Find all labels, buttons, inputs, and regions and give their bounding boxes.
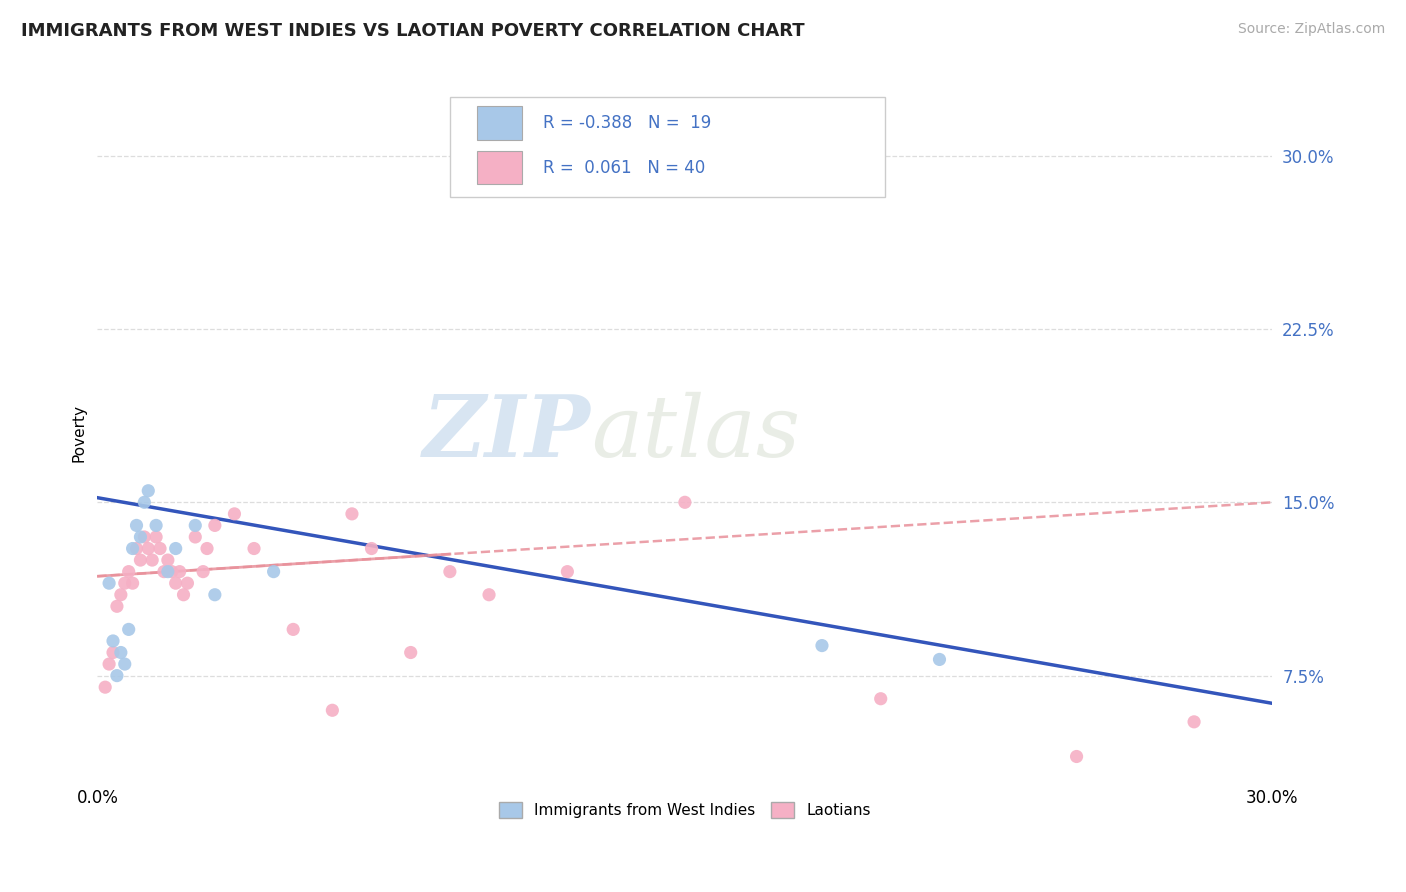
Text: atlas: atlas [591, 392, 800, 475]
Point [105, 599, 128, 614]
Point [149, 541, 172, 556]
Point [869, 691, 891, 706]
Point [224, 507, 246, 521]
Point [283, 623, 305, 637]
Point [134, 530, 156, 544]
Text: Source: ZipAtlas.com: Source: ZipAtlas.com [1237, 22, 1385, 37]
Point [118, 565, 141, 579]
Point [195, 541, 218, 556]
Point [204, 588, 226, 602]
Point [169, 565, 191, 579]
Point [110, 588, 132, 602]
Point [134, 495, 156, 509]
Point [114, 657, 136, 671]
Point [340, 507, 363, 521]
Point [321, 703, 343, 717]
Point [184, 530, 207, 544]
Point [156, 565, 179, 579]
Point [204, 518, 226, 533]
Point [129, 553, 152, 567]
Text: R =  0.061   N = 40: R = 0.061 N = 40 [543, 159, 704, 177]
Point [263, 565, 285, 579]
Point [811, 639, 834, 653]
Point [1182, 714, 1205, 729]
Y-axis label: Poverty: Poverty [72, 404, 86, 462]
Point [125, 541, 148, 556]
Point [439, 565, 461, 579]
Point [184, 518, 207, 533]
Point [557, 565, 579, 579]
Point [98, 657, 121, 671]
Point [105, 668, 128, 682]
Text: ZIP: ZIP [423, 392, 591, 475]
Point [129, 530, 152, 544]
Point [360, 541, 382, 556]
Point [136, 541, 159, 556]
Point [1066, 749, 1088, 764]
Point [145, 530, 167, 544]
Point [121, 541, 143, 556]
Point [101, 634, 124, 648]
Point [156, 553, 179, 567]
Point [673, 495, 696, 509]
Point [136, 483, 159, 498]
Point [399, 646, 422, 660]
Point [141, 553, 163, 567]
FancyBboxPatch shape [477, 106, 522, 139]
Point [153, 565, 176, 579]
Point [165, 576, 187, 591]
Legend: Immigrants from West Indies, Laotians: Immigrants from West Indies, Laotians [494, 796, 877, 824]
Point [191, 565, 214, 579]
Point [110, 646, 132, 660]
Point [98, 576, 121, 591]
Point [243, 541, 266, 556]
Text: IMMIGRANTS FROM WEST INDIES VS LAOTIAN POVERTY CORRELATION CHART: IMMIGRANTS FROM WEST INDIES VS LAOTIAN P… [21, 22, 804, 40]
Point [160, 565, 183, 579]
Point [173, 588, 195, 602]
Point [118, 623, 141, 637]
Point [121, 576, 143, 591]
Point [101, 646, 124, 660]
Point [478, 588, 501, 602]
Point [125, 518, 148, 533]
Point [165, 541, 187, 556]
Point [176, 576, 198, 591]
Point [928, 652, 950, 666]
FancyBboxPatch shape [477, 151, 522, 185]
Point [94, 680, 117, 694]
Text: R = -0.388   N =  19: R = -0.388 N = 19 [543, 114, 711, 132]
Point [114, 576, 136, 591]
FancyBboxPatch shape [450, 96, 884, 197]
Point [145, 518, 167, 533]
